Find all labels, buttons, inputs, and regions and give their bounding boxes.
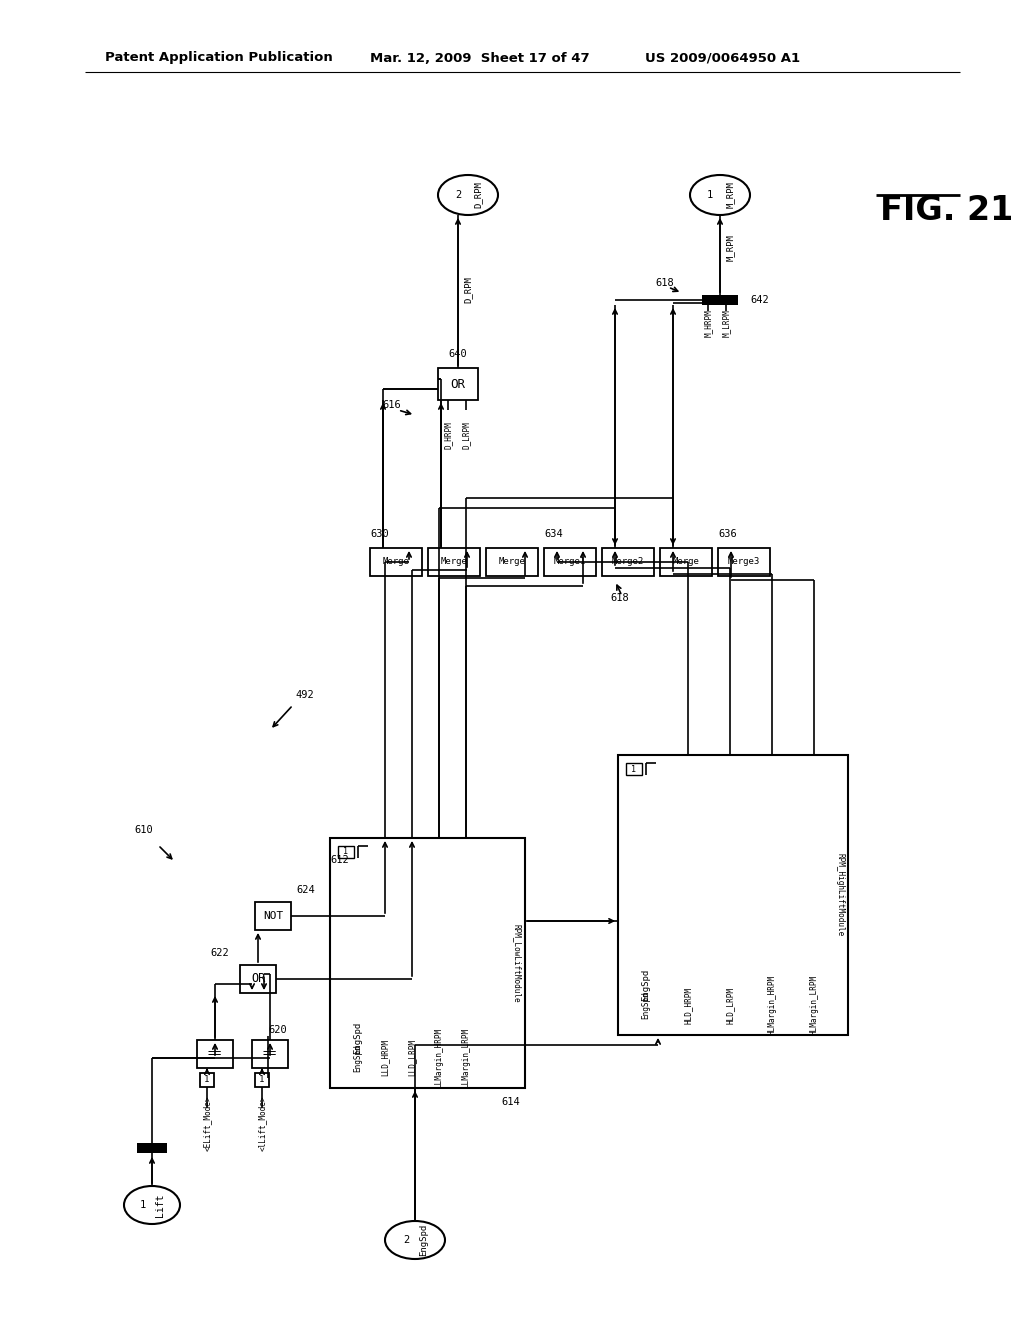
Bar (240, 965, 276, 993)
Text: Patent Application Publication: Patent Application Publication (105, 51, 333, 65)
Ellipse shape (124, 1185, 180, 1224)
Bar (718, 548, 770, 576)
Text: EngSpd: EngSpd (641, 991, 650, 1019)
Text: RPM_LowLiftModule: RPM_LowLiftModule (512, 924, 521, 1002)
Text: D_RPM: D_RPM (464, 277, 472, 304)
Text: 624: 624 (296, 884, 314, 895)
Text: 1: 1 (140, 1200, 146, 1210)
Bar (252, 1040, 288, 1068)
Text: 1: 1 (707, 190, 713, 201)
Text: HLD_LRPM: HLD_LRPM (725, 986, 734, 1023)
Text: ==: == (263, 1048, 278, 1060)
Text: 2: 2 (455, 190, 461, 201)
Text: HLMargin_LRPM: HLMargin_LRPM (810, 975, 818, 1035)
Text: D_HRPM: D_HRPM (443, 421, 453, 449)
Text: HLD_HRPM: HLD_HRPM (683, 986, 692, 1023)
Text: LLD_LRPM: LLD_LRPM (408, 1040, 417, 1077)
Text: HLMargin_HRPM: HLMargin_HRPM (768, 975, 776, 1035)
Text: D_LRPM: D_LRPM (462, 421, 470, 449)
Text: 1: 1 (343, 847, 348, 857)
Bar (602, 548, 654, 576)
Bar (197, 1040, 233, 1068)
Text: EngSpd: EngSpd (420, 1224, 428, 1257)
Text: Lift: Lift (155, 1193, 165, 1217)
Text: Merge2: Merge2 (612, 557, 644, 566)
Bar (618, 755, 848, 1035)
Text: 492: 492 (295, 690, 313, 700)
Text: OR: OR (251, 973, 265, 986)
Ellipse shape (438, 176, 498, 215)
Bar (255, 1073, 269, 1086)
Text: LLMargin_LRPM: LLMargin_LRPM (462, 1028, 470, 1088)
Text: EngSpd: EngSpd (353, 1044, 362, 1072)
Text: 1: 1 (205, 1076, 210, 1085)
Text: LLMargin_HRPM: LLMargin_HRPM (434, 1028, 443, 1088)
Text: EngSpd: EngSpd (641, 969, 650, 1001)
Text: Merge: Merge (440, 557, 467, 566)
Text: Merge1: Merge1 (554, 557, 586, 566)
Text: 634: 634 (544, 529, 563, 539)
Text: 636: 636 (718, 529, 736, 539)
Text: 612: 612 (330, 855, 349, 865)
Text: Merge3: Merge3 (728, 557, 760, 566)
Bar (626, 763, 642, 775)
Ellipse shape (385, 1221, 445, 1259)
Text: EngSpd: EngSpd (353, 1022, 362, 1055)
Bar (338, 846, 354, 858)
Bar (200, 1073, 214, 1086)
Text: Mar. 12, 2009  Sheet 17 of 47: Mar. 12, 2009 Sheet 17 of 47 (370, 51, 590, 65)
Text: M_LRPM: M_LRPM (722, 309, 730, 337)
Bar (428, 548, 480, 576)
Bar (255, 902, 291, 931)
Bar (438, 368, 478, 400)
Text: US 2009/0064950 A1: US 2009/0064950 A1 (645, 51, 800, 65)
Text: 616: 616 (382, 400, 400, 411)
Text: 620: 620 (268, 1026, 287, 1035)
Text: 618: 618 (655, 279, 674, 288)
Bar (330, 838, 525, 1088)
Bar (544, 548, 596, 576)
Text: 630: 630 (370, 529, 389, 539)
Text: Merge: Merge (499, 557, 525, 566)
Text: 614: 614 (502, 1097, 520, 1107)
Text: M_HRPM: M_HRPM (703, 309, 713, 337)
Text: ==: == (208, 1048, 222, 1060)
Text: 642: 642 (750, 294, 769, 305)
Bar (702, 294, 738, 305)
Text: 622: 622 (211, 948, 229, 958)
Text: 640: 640 (449, 348, 467, 359)
Text: <ELift_Mode>: <ELift_Mode> (203, 1096, 212, 1151)
Text: OR: OR (451, 378, 466, 391)
Text: M_RPM: M_RPM (725, 235, 734, 261)
Text: 2: 2 (402, 1236, 410, 1245)
Text: D_RPM: D_RPM (473, 182, 482, 209)
Text: 1: 1 (632, 764, 637, 774)
Text: 610: 610 (134, 825, 153, 836)
Text: 618: 618 (610, 593, 629, 603)
Text: Merge: Merge (673, 557, 699, 566)
Bar (137, 1143, 167, 1152)
Text: <lLift_Mode>: <lLift_Mode> (257, 1096, 266, 1151)
Text: NOT: NOT (263, 911, 283, 921)
Text: M_RPM: M_RPM (725, 182, 734, 209)
Bar (660, 548, 712, 576)
Text: FIG. 21: FIG. 21 (880, 194, 1014, 227)
Bar (486, 548, 538, 576)
Text: Merge: Merge (383, 557, 410, 566)
Text: LLD_HRPM: LLD_HRPM (381, 1040, 389, 1077)
Text: RPM_HighLiftModule: RPM_HighLiftModule (836, 853, 845, 937)
Ellipse shape (690, 176, 750, 215)
Bar (370, 548, 422, 576)
Text: 1: 1 (259, 1076, 264, 1085)
